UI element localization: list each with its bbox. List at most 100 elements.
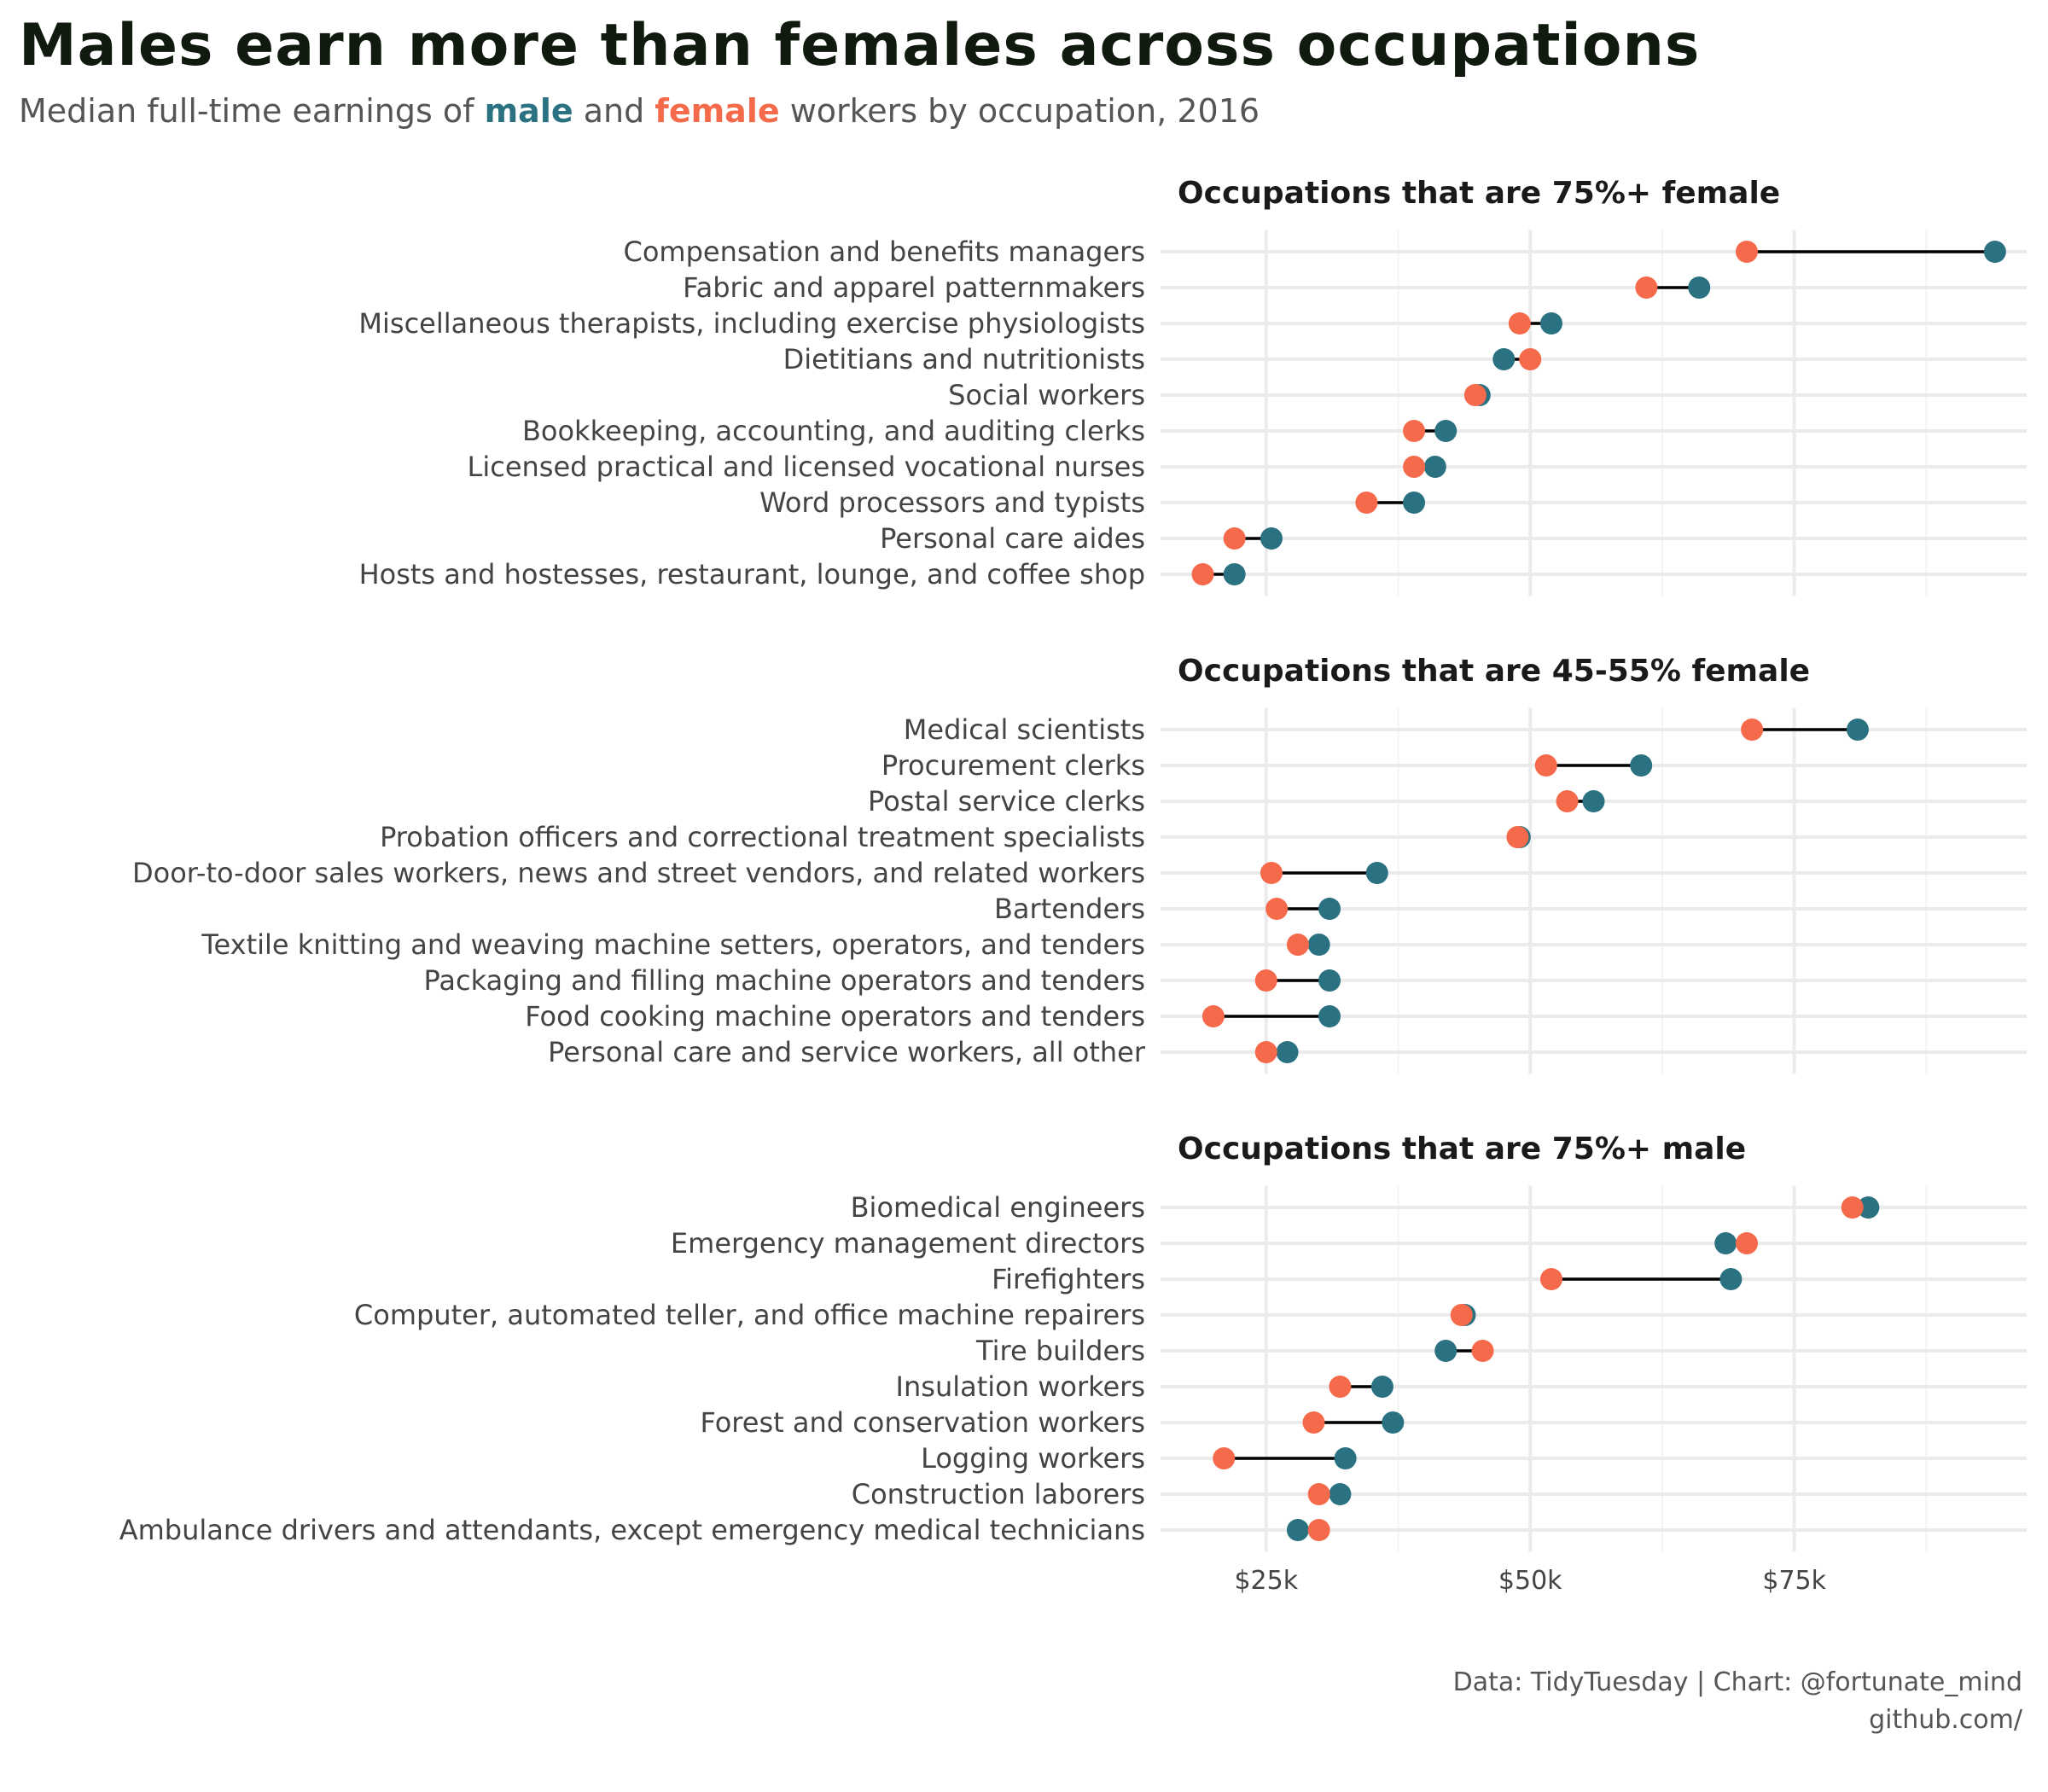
female-earnings-point: [1556, 790, 1579, 812]
female-earnings-point: [1735, 1232, 1758, 1254]
occupation-label: Bookkeeping, accounting, and auditing cl…: [522, 415, 1145, 447]
male-earnings-point: [1434, 420, 1457, 442]
female-earnings-point: [1635, 276, 1658, 299]
female-earnings-point: [1539, 1268, 1562, 1290]
female-earnings-point: [1260, 862, 1283, 884]
subtitle-prefix: Median full-time earnings of: [19, 92, 485, 130]
male-earnings-point: [1382, 1411, 1405, 1434]
caption-github: github.com/: [1869, 1705, 2022, 1735]
chart-caption: Data: TidyTuesday | Chart: @fortunate_mi…: [1453, 1664, 2022, 1739]
female-earnings-point: [1201, 1005, 1225, 1027]
chart-title: Males earn more than females across occu…: [19, 12, 1701, 79]
female-earnings-point: [1286, 934, 1309, 956]
occupation-label: Medical scientists: [904, 713, 1145, 746]
chart-subtitle: Median full-time earnings of male and fe…: [19, 92, 1260, 130]
female-earnings-point: [1506, 826, 1529, 848]
occupation-label: Personal care aides: [880, 522, 1145, 555]
female-earnings-point: [1302, 1411, 1325, 1434]
male-earnings-point: [1630, 754, 1653, 777]
occupation-label: Personal care and service workers, all o…: [548, 1036, 1146, 1068]
male-earnings-point: [1719, 1268, 1743, 1290]
occupation-label: Construction laborers: [852, 1478, 1145, 1510]
occupation-label: Licensed practical and licensed vocation…: [468, 451, 1146, 483]
male-earnings-point: [1260, 527, 1283, 550]
female-earnings-point: [1223, 527, 1246, 550]
male-earnings-point: [1307, 934, 1330, 956]
female-earnings-point: [1508, 312, 1531, 335]
subtitle-female-label: female: [655, 92, 780, 130]
occupation-label: Miscellaneous therapists, including exer…: [358, 307, 1145, 340]
female-earnings-point: [1403, 420, 1426, 442]
x-tick-label: $25k: [1234, 1566, 1298, 1596]
occupation-label: Logging workers: [921, 1442, 1145, 1475]
female-earnings-point: [1534, 754, 1557, 777]
male-earnings-point: [1334, 1447, 1357, 1469]
occupation-label: Tire builders: [975, 1335, 1145, 1367]
male-earnings-point: [1434, 1340, 1457, 1362]
female-earnings-point: [1307, 1483, 1330, 1505]
occupation-label: Textile knitting and weaving machine set…: [201, 928, 1145, 961]
male-earnings-point: [1403, 492, 1426, 514]
subtitle-and: and: [573, 92, 655, 130]
male-earnings-point: [1688, 276, 1711, 299]
male-earnings-point: [1318, 1005, 1341, 1027]
female-earnings-point: [1741, 719, 1764, 741]
occupation-label: Emergency management directors: [671, 1227, 1145, 1260]
occupation-label: Compensation and benefits managers: [623, 236, 1145, 268]
x-tick-label: $50k: [1498, 1566, 1562, 1596]
occupation-label: Insulation workers: [896, 1370, 1145, 1403]
male-earnings-point: [1846, 719, 1869, 741]
male-earnings-point: [1329, 1483, 1352, 1505]
male-earnings-point: [1286, 1519, 1309, 1541]
female-earnings-point: [1254, 1041, 1277, 1063]
subtitle-suffix: workers by occupation, 2016: [779, 92, 1260, 130]
female-earnings-point: [1265, 898, 1289, 920]
female-earnings-point: [1355, 492, 1378, 514]
male-earnings-point: [1223, 563, 1246, 585]
female-earnings-point: [1519, 348, 1542, 370]
female-earnings-point: [1450, 1304, 1473, 1326]
panel-title: Occupations that are 75%+ female: [1178, 176, 1780, 211]
occupation-label: Firefighters: [992, 1263, 1145, 1295]
female-earnings-point: [1735, 241, 1758, 263]
occupation-label: Social workers: [948, 379, 1145, 411]
female-earnings-point: [1471, 1340, 1494, 1362]
occupation-label: Bartenders: [994, 893, 1145, 925]
male-earnings-point: [1365, 862, 1388, 884]
female-earnings-point: [1191, 563, 1214, 585]
occupation-label: Procurement clerks: [881, 749, 1145, 782]
subtitle-male-label: male: [484, 92, 573, 130]
occupation-label: Food cooking machine operators and tende…: [525, 1000, 1145, 1033]
male-earnings-point: [1539, 312, 1562, 335]
male-earnings-point: [1318, 898, 1341, 920]
occupation-label: Biomedical engineers: [851, 1191, 1145, 1224]
male-earnings-point: [1276, 1041, 1299, 1063]
x-tick-label: $75k: [1762, 1566, 1826, 1596]
occupation-label: Computer, automated teller, and office m…: [354, 1299, 1145, 1331]
male-earnings-point: [1370, 1376, 1393, 1398]
male-earnings-point: [1423, 456, 1446, 478]
caption-data-source: Data: TidyTuesday | Chart: @fortunate_mi…: [1452, 1667, 2022, 1697]
occupation-label: Dietitians and nutritionists: [783, 343, 1145, 375]
occupation-label: Postal service clerks: [868, 785, 1145, 817]
panel-title: Occupations that are 75%+ male: [1178, 1132, 1746, 1167]
female-earnings-point: [1463, 384, 1487, 406]
female-earnings-point: [1307, 1519, 1330, 1541]
occupation-label: Ambulance drivers and attendants, except…: [119, 1514, 1145, 1546]
occupation-label: Door-to-door sales workers, news and str…: [132, 857, 1145, 889]
female-earnings-point: [1329, 1376, 1352, 1398]
occupation-label: Forest and conservation workers: [700, 1406, 1145, 1439]
female-earnings-point: [1841, 1196, 1864, 1219]
male-earnings-point: [1714, 1232, 1737, 1254]
male-earnings-point: [1582, 790, 1605, 812]
occupation-label: Probation officers and correctional trea…: [380, 821, 1145, 853]
occupation-label: Word processors and typists: [759, 486, 1145, 519]
male-earnings-point: [1983, 241, 2006, 263]
occupation-label: Hosts and hostesses, restaurant, lounge,…: [359, 558, 1145, 591]
female-earnings-point: [1403, 456, 1426, 478]
male-earnings-point: [1318, 969, 1341, 992]
occupation-label: Packaging and filling machine operators …: [424, 964, 1145, 997]
female-earnings-point: [1213, 1447, 1236, 1469]
occupation-label: Fabric and apparel patternmakers: [683, 271, 1145, 304]
